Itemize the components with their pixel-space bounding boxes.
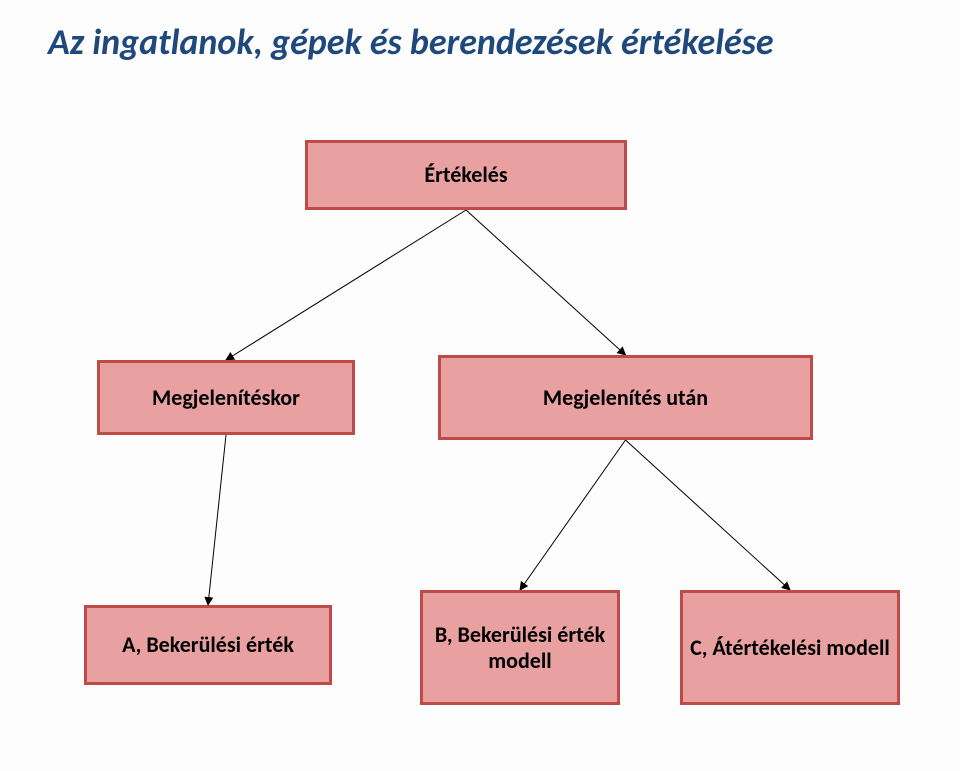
node-right-label: Megjelenítés után bbox=[543, 385, 708, 410]
edge-root-right bbox=[466, 210, 626, 355]
node-C-label: C, Átértékelési modell bbox=[690, 635, 890, 660]
node-B-label: B, Bekerülési érték modell bbox=[423, 622, 617, 673]
edge-left-A bbox=[208, 435, 226, 605]
node-B: B, Bekerülési érték modell bbox=[420, 590, 620, 705]
slide: Az ingatlanok, gépek és berendezések ért… bbox=[0, 0, 960, 771]
node-right: Megjelenítés után bbox=[438, 355, 813, 440]
node-A-label: A, Bekerülési érték bbox=[122, 632, 294, 657]
node-root-label: Értékelés bbox=[424, 162, 507, 187]
node-left: Megjelenítéskor bbox=[97, 360, 355, 435]
node-left-label: Megjelenítéskor bbox=[152, 385, 300, 410]
node-A: A, Bekerülési érték bbox=[84, 605, 332, 685]
edge-right-B bbox=[520, 440, 626, 590]
node-root: Értékelés bbox=[305, 140, 627, 210]
node-C: C, Átértékelési modell bbox=[680, 590, 900, 705]
slide-title: Az ingatlanok, gépek és berendezések ért… bbox=[48, 20, 774, 64]
edge-right-C bbox=[626, 440, 791, 590]
edge-root-left bbox=[226, 210, 466, 360]
